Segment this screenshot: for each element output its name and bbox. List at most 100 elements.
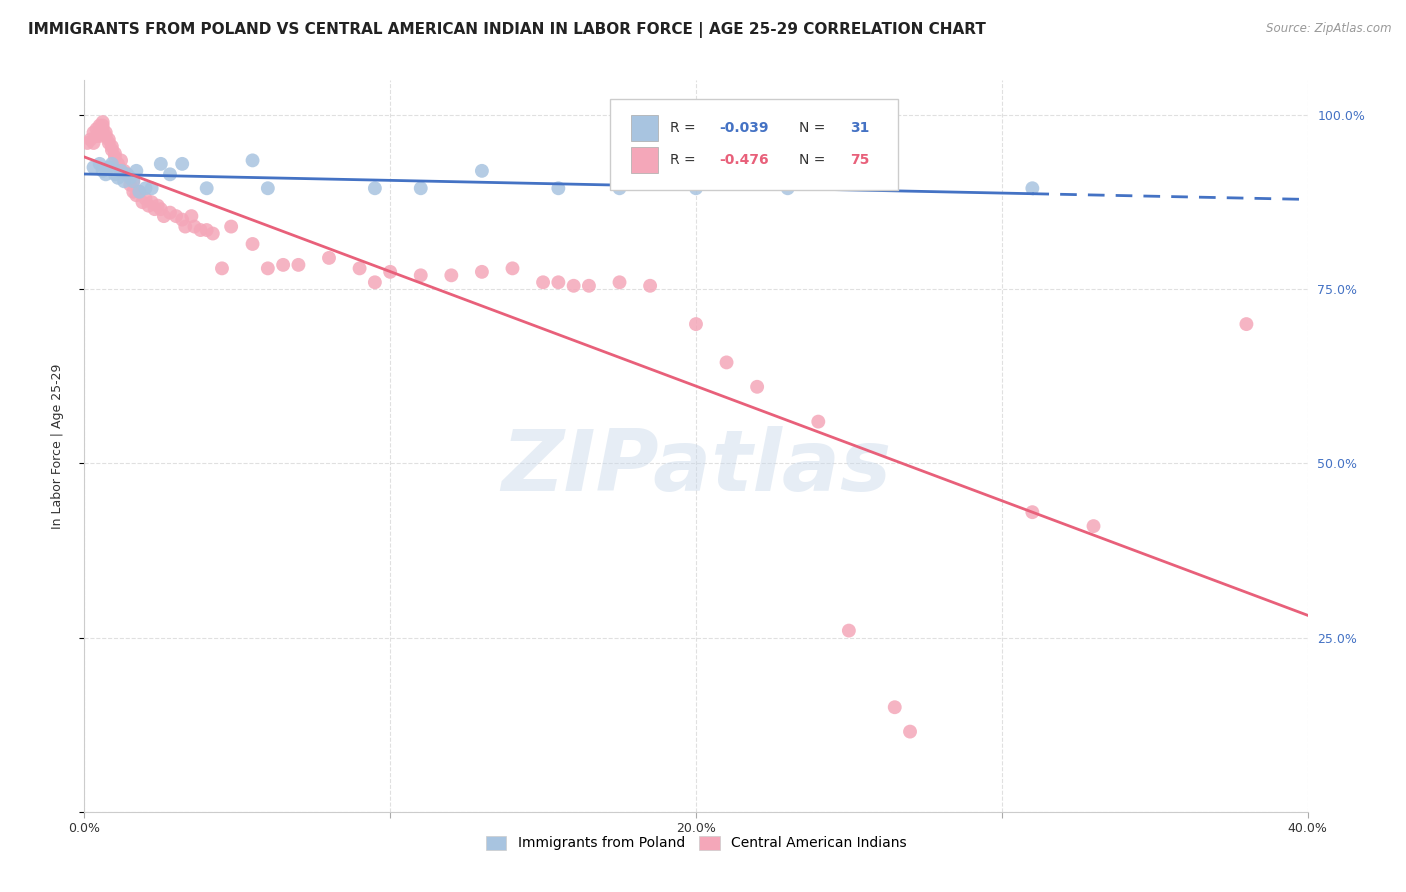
Text: 31: 31: [851, 120, 869, 135]
Point: [104, 167, 127, 181]
Point: [89, 119, 111, 133]
Point: [86, 122, 108, 136]
Point: [471, 164, 494, 178]
Point: [83, 161, 105, 175]
Point: [89, 157, 111, 171]
Point: [149, 157, 172, 171]
Text: N =: N =: [799, 120, 830, 135]
Point: [104, 146, 127, 161]
Y-axis label: In Labor Force | Age 25-29: In Labor Force | Age 25-29: [51, 363, 63, 529]
Point: [409, 181, 432, 195]
Point: [609, 275, 631, 289]
Point: [547, 181, 569, 195]
Point: [271, 258, 294, 272]
Point: [110, 164, 132, 178]
Point: [883, 700, 905, 714]
Point: [380, 265, 402, 279]
Text: IMMIGRANTS FROM POLAND VS CENTRAL AMERICAN INDIAN IN LABOR FORCE | AGE 25-29 COR: IMMIGRANTS FROM POLAND VS CENTRAL AMERIC…: [28, 22, 986, 38]
Point: [115, 167, 138, 181]
Point: [257, 181, 280, 195]
Point: [141, 181, 163, 195]
Point: [547, 275, 569, 289]
Point: [120, 170, 142, 185]
Point: [97, 136, 120, 150]
Text: N =: N =: [799, 153, 830, 167]
Point: [776, 181, 799, 195]
Point: [409, 268, 432, 283]
Point: [83, 136, 105, 150]
Text: -0.476: -0.476: [720, 153, 769, 167]
Point: [609, 181, 631, 195]
Point: [83, 126, 105, 140]
Text: R =: R =: [671, 120, 700, 135]
Point: [110, 153, 132, 168]
Point: [107, 170, 129, 185]
Point: [131, 195, 153, 210]
Point: [97, 161, 120, 175]
Point: [716, 355, 738, 369]
Point: [138, 199, 160, 213]
Point: [898, 724, 921, 739]
Point: [242, 153, 264, 168]
Text: Source: ZipAtlas.com: Source: ZipAtlas.com: [1267, 22, 1392, 36]
Point: [502, 261, 524, 276]
Point: [76, 136, 98, 150]
Point: [101, 157, 124, 171]
Point: [101, 139, 124, 153]
Point: [125, 188, 148, 202]
Point: [91, 115, 114, 129]
Point: [122, 174, 145, 188]
Point: [440, 268, 463, 283]
Point: [1236, 317, 1258, 331]
Point: [190, 223, 212, 237]
Point: [531, 275, 554, 289]
Point: [638, 278, 661, 293]
Point: [195, 181, 218, 195]
Point: [115, 167, 138, 181]
Point: [112, 164, 135, 178]
Point: [174, 219, 197, 234]
Point: [219, 219, 242, 234]
Point: [180, 209, 202, 223]
Point: [364, 275, 387, 289]
Point: [112, 174, 135, 188]
Point: [201, 227, 224, 241]
Point: [128, 185, 150, 199]
Text: ZIPatlas: ZIPatlas: [501, 426, 891, 509]
Point: [349, 261, 371, 276]
Point: [110, 164, 132, 178]
Point: [364, 181, 387, 195]
Point: [94, 167, 117, 181]
Point: [172, 212, 194, 227]
Point: [562, 278, 585, 293]
Point: [120, 178, 142, 192]
Point: [122, 185, 145, 199]
Point: [104, 150, 127, 164]
Point: [135, 192, 157, 206]
Point: [141, 195, 163, 210]
Point: [91, 119, 114, 133]
Point: [287, 258, 309, 272]
Point: [257, 261, 280, 276]
Point: [135, 181, 157, 195]
FancyBboxPatch shape: [610, 99, 898, 190]
Point: [1021, 181, 1043, 195]
Point: [318, 251, 340, 265]
Point: [1083, 519, 1105, 533]
Point: [242, 237, 264, 252]
Point: [97, 132, 120, 146]
Point: [128, 185, 150, 199]
Point: [685, 181, 707, 195]
Point: [172, 157, 194, 171]
Point: [211, 261, 233, 276]
Point: [86, 128, 108, 143]
Point: [146, 199, 169, 213]
Point: [578, 278, 600, 293]
FancyBboxPatch shape: [631, 115, 658, 141]
Point: [1021, 505, 1043, 519]
Point: [149, 202, 172, 216]
Point: [91, 164, 114, 178]
Text: -0.039: -0.039: [720, 120, 769, 135]
Point: [195, 223, 218, 237]
Point: [89, 126, 111, 140]
